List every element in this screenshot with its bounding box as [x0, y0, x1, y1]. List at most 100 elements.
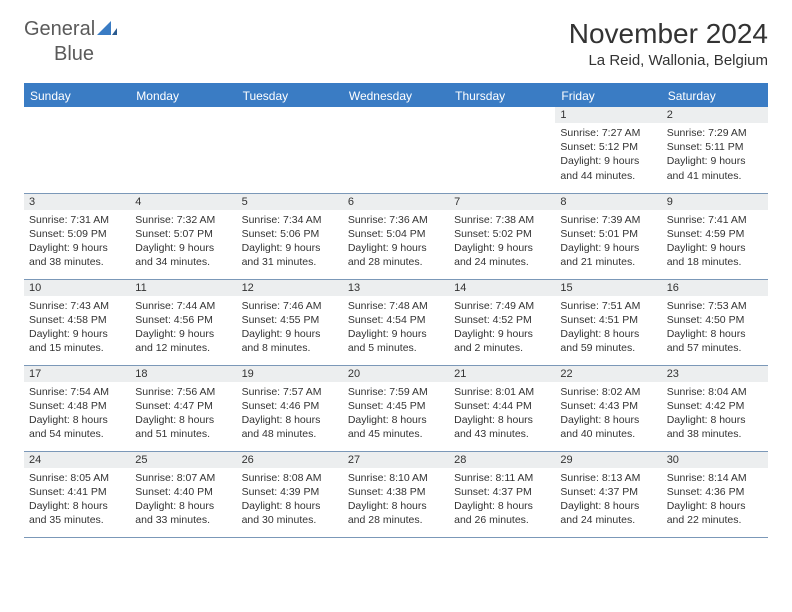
sunrise-line: Sunrise: 8:13 AM [560, 472, 640, 484]
day-number: 20 [343, 366, 449, 382]
sunset-line: Sunset: 4:37 PM [560, 486, 638, 498]
daylight-line: Daylight: 9 hours and 34 minutes. [135, 242, 214, 268]
sunrise-line: Sunrise: 7:59 AM [348, 386, 428, 398]
calendar-row: 10Sunrise: 7:43 AMSunset: 4:58 PMDayligh… [24, 279, 768, 365]
day-number: 7 [449, 194, 555, 210]
sunrise-line: Sunrise: 7:29 AM [667, 127, 747, 139]
day-content: Sunrise: 7:29 AMSunset: 5:11 PMDaylight:… [662, 123, 768, 186]
day-number: 6 [343, 194, 449, 210]
daylight-line: Daylight: 9 hours and 15 minutes. [29, 328, 108, 354]
day-content: Sunrise: 7:51 AMSunset: 4:51 PMDaylight:… [555, 296, 661, 359]
calendar-cell: 14Sunrise: 7:49 AMSunset: 4:52 PMDayligh… [449, 279, 555, 365]
day-content: Sunrise: 7:36 AMSunset: 5:04 PMDaylight:… [343, 210, 449, 273]
calendar-cell [24, 107, 130, 193]
calendar-cell: 25Sunrise: 8:07 AMSunset: 4:40 PMDayligh… [130, 451, 236, 537]
sunset-line: Sunset: 5:01 PM [560, 228, 638, 240]
sunset-line: Sunset: 5:07 PM [135, 228, 213, 240]
daylight-line: Daylight: 8 hours and 33 minutes. [135, 500, 214, 526]
day-number: 3 [24, 194, 130, 210]
day-number: 30 [662, 452, 768, 468]
month-title: November 2024 [569, 18, 768, 50]
logo: General Blue [24, 18, 117, 66]
daylight-line: Daylight: 9 hours and 24 minutes. [454, 242, 533, 268]
sunset-line: Sunset: 4:47 PM [135, 400, 213, 412]
day-number: 8 [555, 194, 661, 210]
sunset-line: Sunset: 4:41 PM [29, 486, 107, 498]
logo-general: General [24, 18, 95, 40]
sunset-line: Sunset: 4:55 PM [242, 314, 320, 326]
day-number: 29 [555, 452, 661, 468]
day-header: Saturday [662, 84, 768, 107]
calendar-cell: 5Sunrise: 7:34 AMSunset: 5:06 PMDaylight… [237, 193, 343, 279]
day-number: 2 [662, 107, 768, 123]
sunrise-line: Sunrise: 8:07 AM [135, 472, 215, 484]
day-content: Sunrise: 8:07 AMSunset: 4:40 PMDaylight:… [130, 468, 236, 531]
day-number: 5 [237, 194, 343, 210]
sunrise-line: Sunrise: 7:44 AM [135, 300, 215, 312]
calendar-cell: 30Sunrise: 8:14 AMSunset: 4:36 PMDayligh… [662, 451, 768, 537]
day-content: Sunrise: 8:10 AMSunset: 4:38 PMDaylight:… [343, 468, 449, 531]
day-content: Sunrise: 7:44 AMSunset: 4:56 PMDaylight:… [130, 296, 236, 359]
calendar-table: SundayMondayTuesdayWednesdayThursdayFrid… [24, 83, 768, 538]
calendar-cell: 6Sunrise: 7:36 AMSunset: 5:04 PMDaylight… [343, 193, 449, 279]
sunset-line: Sunset: 4:46 PM [242, 400, 320, 412]
sunset-line: Sunset: 4:48 PM [29, 400, 107, 412]
day-content: Sunrise: 8:05 AMSunset: 4:41 PMDaylight:… [24, 468, 130, 531]
calendar-cell: 19Sunrise: 7:57 AMSunset: 4:46 PMDayligh… [237, 365, 343, 451]
calendar-cell: 18Sunrise: 7:56 AMSunset: 4:47 PMDayligh… [130, 365, 236, 451]
sunset-line: Sunset: 4:38 PM [348, 486, 426, 498]
sunset-line: Sunset: 4:52 PM [454, 314, 532, 326]
day-number: 10 [24, 280, 130, 296]
sunset-line: Sunset: 4:50 PM [667, 314, 745, 326]
sunrise-line: Sunrise: 7:31 AM [29, 214, 109, 226]
day-header: Monday [130, 84, 236, 107]
sunrise-line: Sunrise: 7:36 AM [348, 214, 428, 226]
day-content: Sunrise: 8:11 AMSunset: 4:37 PMDaylight:… [449, 468, 555, 531]
calendar-row: 17Sunrise: 7:54 AMSunset: 4:48 PMDayligh… [24, 365, 768, 451]
day-number: 14 [449, 280, 555, 296]
sunrise-line: Sunrise: 8:10 AM [348, 472, 428, 484]
daylight-line: Daylight: 9 hours and 12 minutes. [135, 328, 214, 354]
day-number: 22 [555, 366, 661, 382]
day-number: 28 [449, 452, 555, 468]
day-content: Sunrise: 7:43 AMSunset: 4:58 PMDaylight:… [24, 296, 130, 359]
calendar-cell: 4Sunrise: 7:32 AMSunset: 5:07 PMDaylight… [130, 193, 236, 279]
sunrise-line: Sunrise: 7:32 AM [135, 214, 215, 226]
daylight-line: Daylight: 8 hours and 24 minutes. [560, 500, 639, 526]
day-number: 16 [662, 280, 768, 296]
calendar-cell: 12Sunrise: 7:46 AMSunset: 4:55 PMDayligh… [237, 279, 343, 365]
logo-blue: Blue [54, 43, 94, 65]
daylight-line: Daylight: 8 hours and 30 minutes. [242, 500, 321, 526]
sunrise-line: Sunrise: 7:39 AM [560, 214, 640, 226]
day-number: 26 [237, 452, 343, 468]
sunset-line: Sunset: 4:58 PM [29, 314, 107, 326]
sunrise-line: Sunrise: 8:08 AM [242, 472, 322, 484]
daylight-line: Daylight: 8 hours and 57 minutes. [667, 328, 746, 354]
sunrise-line: Sunrise: 7:51 AM [560, 300, 640, 312]
sunrise-line: Sunrise: 7:49 AM [454, 300, 534, 312]
daylight-line: Daylight: 8 hours and 54 minutes. [29, 414, 108, 440]
sunrise-line: Sunrise: 7:41 AM [667, 214, 747, 226]
sunrise-line: Sunrise: 8:02 AM [560, 386, 640, 398]
daylight-line: Daylight: 8 hours and 38 minutes. [667, 414, 746, 440]
sunset-line: Sunset: 5:11 PM [667, 141, 744, 153]
sunset-line: Sunset: 4:54 PM [348, 314, 426, 326]
day-number: 9 [662, 194, 768, 210]
sunrise-line: Sunrise: 7:27 AM [560, 127, 640, 139]
daylight-line: Daylight: 8 hours and 45 minutes. [348, 414, 427, 440]
day-number: 25 [130, 452, 236, 468]
day-number: 15 [555, 280, 661, 296]
day-header: Tuesday [237, 84, 343, 107]
calendar-cell: 3Sunrise: 7:31 AMSunset: 5:09 PMDaylight… [24, 193, 130, 279]
calendar-cell [130, 107, 236, 193]
day-content: Sunrise: 7:41 AMSunset: 4:59 PMDaylight:… [662, 210, 768, 273]
daylight-line: Daylight: 8 hours and 59 minutes. [560, 328, 639, 354]
daylight-line: Daylight: 9 hours and 31 minutes. [242, 242, 321, 268]
sunset-line: Sunset: 4:39 PM [242, 486, 320, 498]
sunset-line: Sunset: 4:36 PM [667, 486, 745, 498]
daylight-line: Daylight: 9 hours and 21 minutes. [560, 242, 639, 268]
sunset-line: Sunset: 4:42 PM [667, 400, 745, 412]
sunrise-line: Sunrise: 8:01 AM [454, 386, 534, 398]
day-content: Sunrise: 8:04 AMSunset: 4:42 PMDaylight:… [662, 382, 768, 445]
sunrise-line: Sunrise: 7:53 AM [667, 300, 747, 312]
